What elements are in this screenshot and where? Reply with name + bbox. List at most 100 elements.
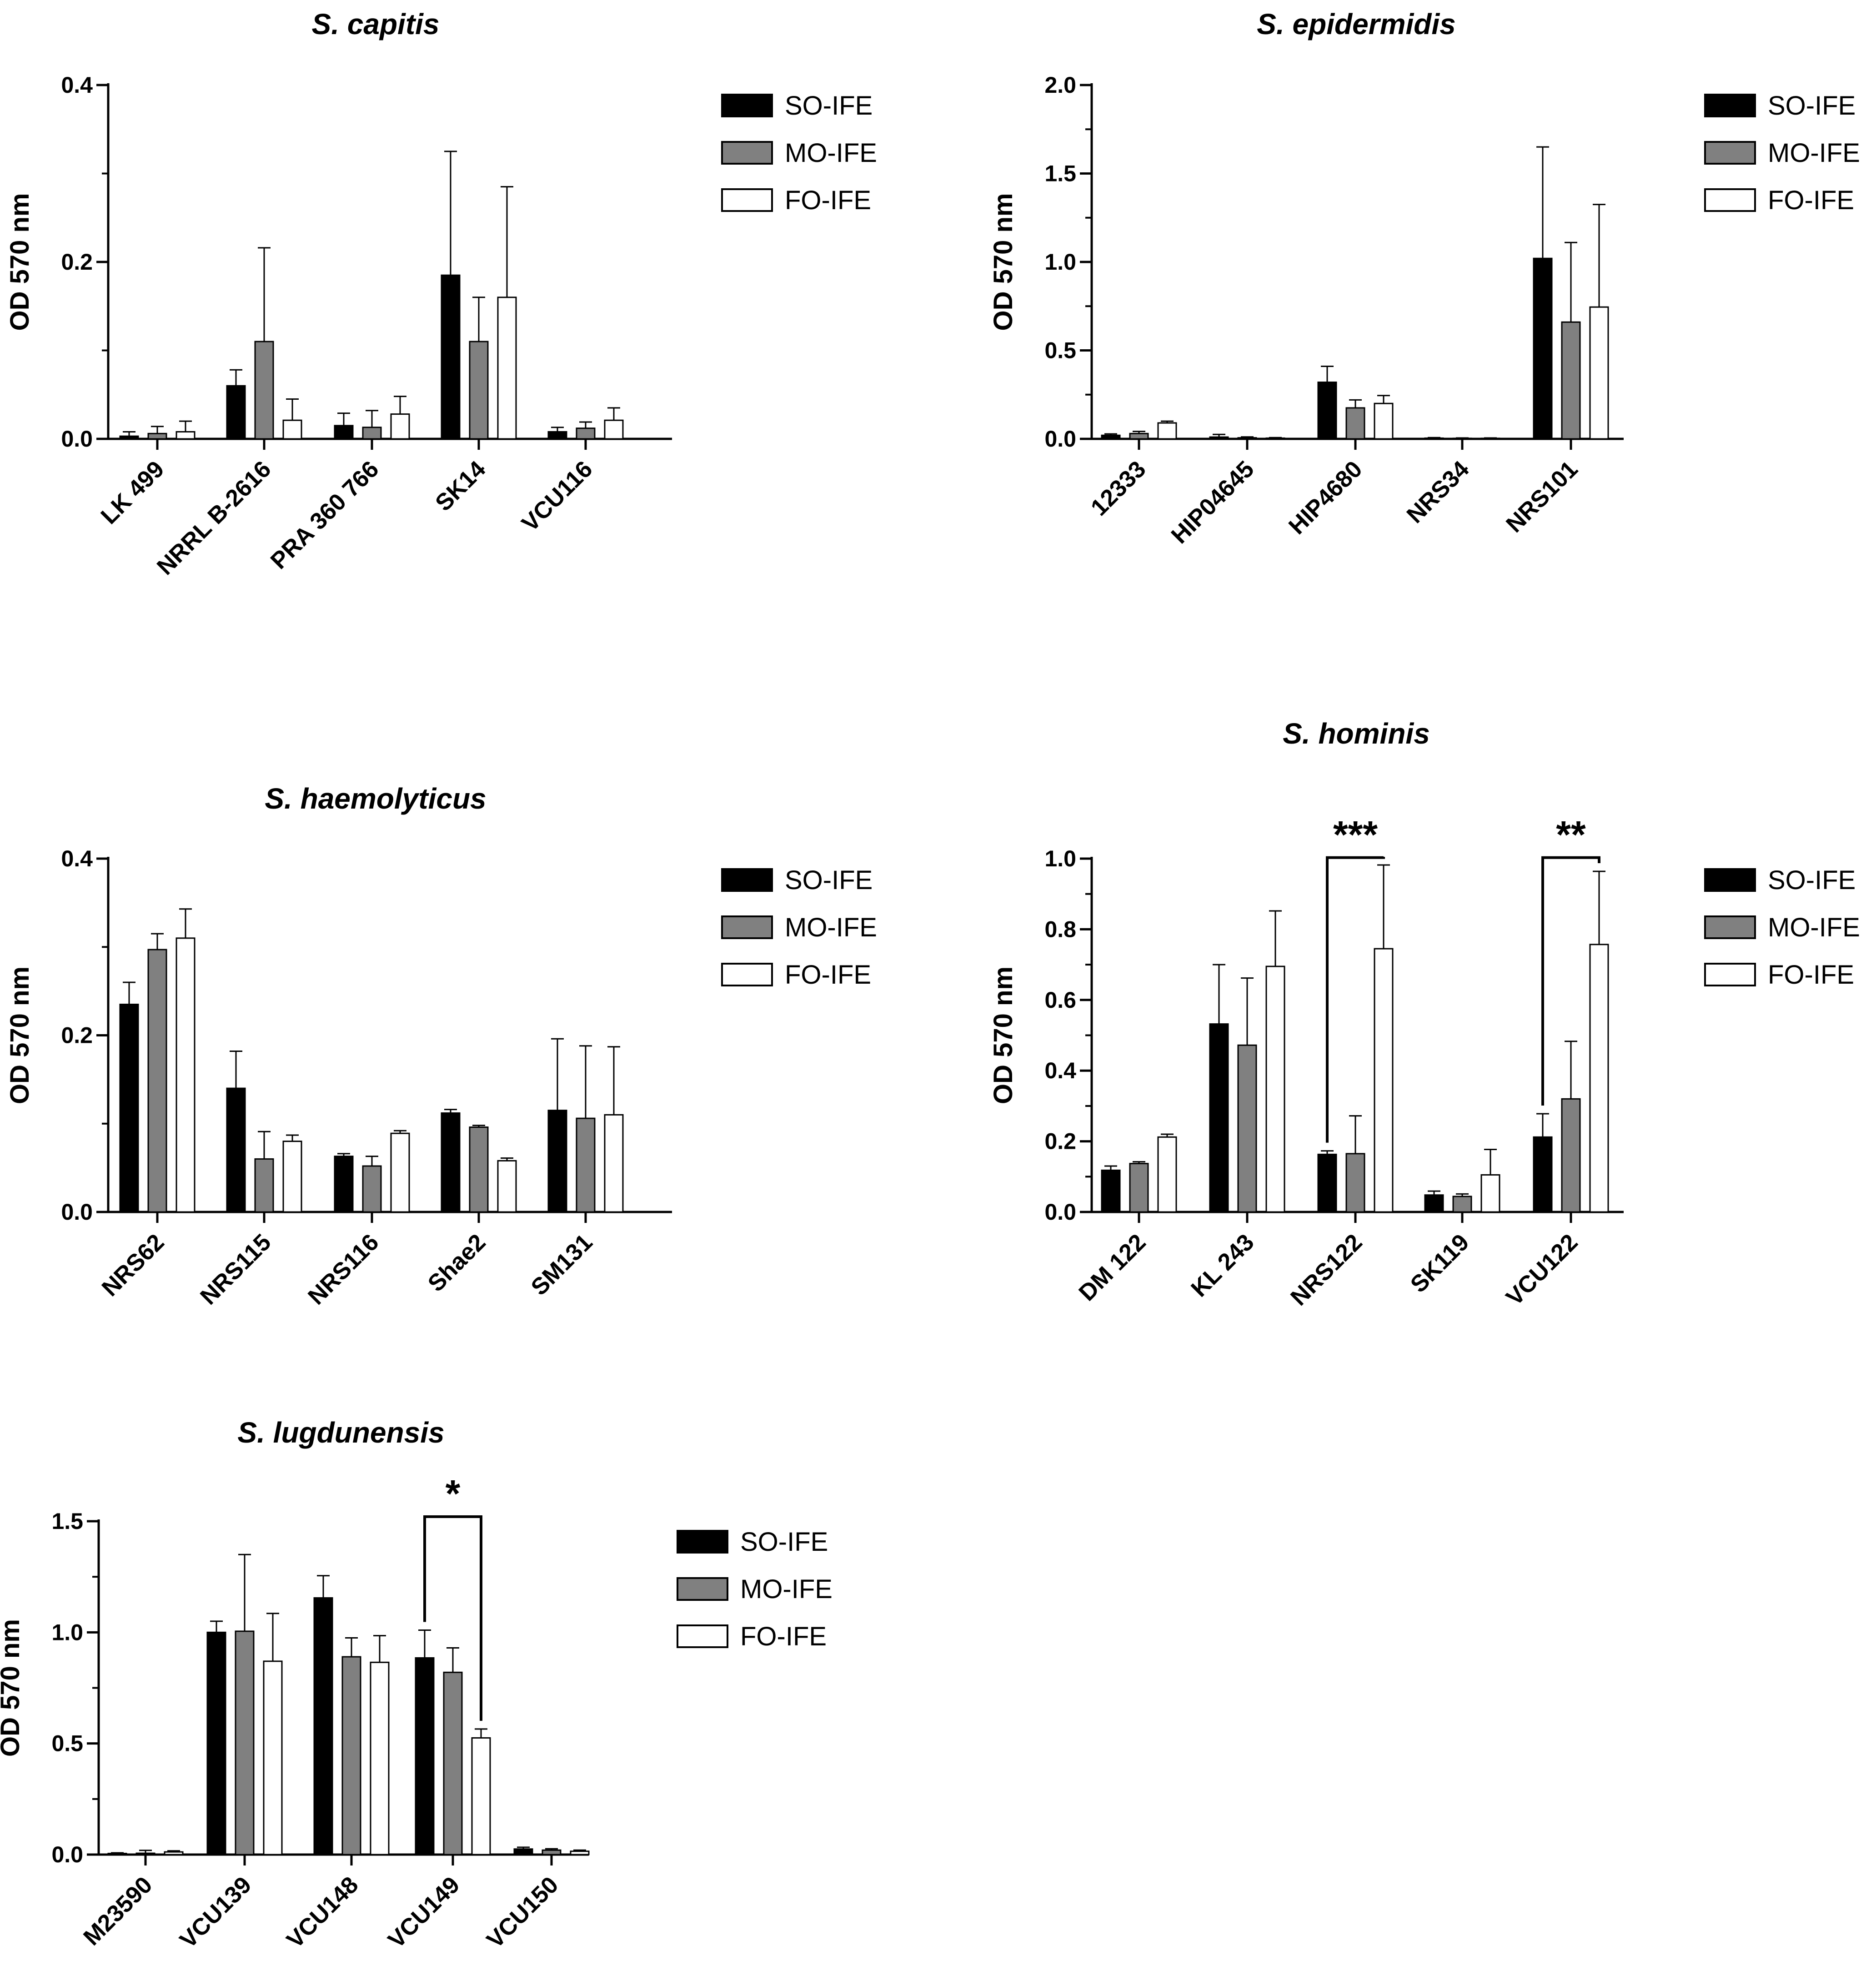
bar-mo-ife-vcu139 [235, 1630, 255, 1855]
bar-mo-ife-dm-122 [1129, 1163, 1149, 1213]
x-category-label-12333: 12333 [1086, 456, 1151, 521]
legend-swatch-fo-ife [721, 188, 773, 212]
bar-so-ife-pra-360-766 [334, 425, 354, 440]
legend-label-so-ife: SO-IFE [1768, 91, 1856, 121]
bar-so-ife-dm-122 [1101, 1169, 1121, 1213]
x-category-label-kl-243: KL 243 [1186, 1229, 1259, 1302]
bar-mo-ife-nrs116 [362, 1165, 382, 1213]
legend-label-mo-ife: MO-IFE [785, 138, 877, 168]
x-category-label-sm131: SM131 [526, 1229, 598, 1301]
bar-fo-ife-lk-499 [176, 431, 196, 440]
bar-so-ife-sm131 [547, 1110, 567, 1213]
bar-mo-ife-12333 [1129, 432, 1149, 440]
significance-bracket-vcu149 [423, 1515, 482, 1721]
legend-label-mo-ife: MO-IFE [1768, 138, 1860, 168]
y-tick-label: 0.0 [61, 1199, 93, 1225]
y-tick-label: 2.0 [1044, 72, 1076, 98]
y-tick-label: 0.8 [1044, 916, 1076, 942]
bar-fo-ife-kl-243 [1265, 965, 1285, 1213]
x-category-label-lk-499: LK 499 [96, 456, 170, 529]
bar-so-ife-nrs116 [334, 1156, 354, 1213]
legend-swatch-fo-ife [677, 1624, 728, 1648]
x-category-label-vcu148: VCU148 [281, 1871, 363, 1953]
legend-swatch-mo-ife [1704, 141, 1756, 165]
chart-title: S. capitis [312, 8, 440, 40]
bar-fo-ife-hip4680 [1374, 402, 1394, 440]
x-category-label-sk14: SK14 [430, 456, 491, 516]
bar-fo-ife-nrs122 [1374, 948, 1394, 1213]
bar-so-ife-vcu150 [513, 1848, 533, 1855]
bar-so-ife-hip4680 [1317, 382, 1337, 440]
legend-swatch-so-ife [1704, 94, 1756, 117]
x-category-label-nrs34: NRS34 [1402, 456, 1475, 528]
legend-swatch-so-ife [721, 94, 773, 117]
bar-mo-ife-vcu148 [341, 1656, 361, 1855]
bar-so-ife-vcu149 [415, 1657, 435, 1855]
x-category-label-nrrl-b-2616: NRRL B-2616 [152, 456, 276, 580]
bar-so-ife-m23590 [107, 1853, 127, 1855]
x-category-label-pra-360-766: PRA 360 766 [266, 456, 384, 574]
x-category-label-vcu149: VCU149 [383, 1871, 465, 1953]
legend-label-fo-ife: FO-IFE [785, 186, 871, 215]
panel-s-epidermidis: S. epidermidis OD 570 nm 0.0 0.5 1.0 1.5 2.0 12… [988, 8, 1860, 549]
x-category-label-vcu116: VCU116 [517, 456, 598, 537]
legend-label-so-ife: SO-IFE [1768, 865, 1856, 895]
bar-fo-ife-sm131 [604, 1114, 624, 1213]
significance-label-vcu122: ** [1556, 813, 1586, 856]
bar-mo-ife-hip04645 [1237, 437, 1257, 440]
y-tick-label: 0.0 [51, 1842, 83, 1867]
x-category-label-vcu122: VCU122 [1501, 1229, 1583, 1311]
bar-mo-ife-kl-243 [1237, 1044, 1257, 1213]
legend-label-so-ife: SO-IFE [785, 91, 873, 121]
legend-label-mo-ife: MO-IFE [785, 913, 877, 942]
panel-s-lugdunensis: S. lugdunensis OD 570 nm 0.0 0.5 1.0 1.5 M2359… [0, 1416, 833, 1953]
bar-so-ife-shae2 [441, 1112, 461, 1213]
y-tick-label: 0.2 [61, 1023, 93, 1048]
bar-fo-ife-m23590 [164, 1851, 184, 1855]
y-tick-label: 0.6 [1044, 987, 1076, 1013]
x-category-label-vcu139: VCU139 [175, 1871, 256, 1953]
chart-title: S. epidermidis [1257, 8, 1455, 40]
bar-mo-ife-lk-499 [147, 432, 167, 440]
bar-fo-ife-sk119 [1480, 1174, 1500, 1213]
y-tick-label: 0.5 [1044, 338, 1076, 363]
chart-title: S. lugdunensis [237, 1416, 444, 1449]
bar-mo-ife-nrs62 [147, 949, 167, 1213]
y-tick-label: 0.5 [51, 1731, 83, 1756]
bar-fo-ife-vcu122 [1589, 944, 1609, 1213]
legend-swatch-mo-ife [1704, 915, 1756, 939]
bar-fo-ife-12333 [1157, 422, 1177, 440]
bar-mo-ife-vcu122 [1561, 1098, 1581, 1213]
x-category-label-hip04645: HIP04645 [1166, 456, 1259, 549]
bar-mo-ife-sk119 [1452, 1196, 1472, 1213]
y-tick-label: 0.0 [61, 426, 93, 452]
panel-s-haemolyticus: S. haemolyticus OD 570 nm 0.0 0.2 0.4 NRS62 NR… [5, 782, 877, 1310]
x-category-label-nrs115: NRS115 [196, 1229, 276, 1310]
x-category-label-sk119: SK119 [1405, 1229, 1474, 1297]
legend-swatch-mo-ife [721, 141, 773, 165]
bar-fo-ife-nrs62 [176, 937, 196, 1213]
bar-fo-ife-nrs115 [282, 1141, 302, 1213]
y-axis-label: OD 570 nm [0, 1619, 25, 1757]
legend-swatch-so-ife [677, 1530, 728, 1554]
legend-label-fo-ife: FO-IFE [1768, 960, 1854, 990]
legend-label-fo-ife: FO-IFE [785, 960, 871, 990]
x-category-label-nrs122: NRS122 [1285, 1229, 1367, 1311]
bar-mo-ife-nrrl-b-2616 [254, 341, 274, 440]
bar-so-ife-vcu122 [1533, 1136, 1553, 1213]
bar-mo-ife-sk14 [469, 341, 489, 440]
significance-label-nrs122: *** [1333, 813, 1378, 856]
legend-swatch-mo-ife [721, 915, 773, 939]
bar-fo-ife-vcu150 [570, 1850, 590, 1855]
legend-label-fo-ife: FO-IFE [740, 1622, 827, 1651]
legend-swatch-fo-ife [1704, 963, 1756, 986]
y-tick-label: 1.5 [51, 1508, 83, 1534]
chart-title: S. haemolyticus [265, 782, 486, 815]
bar-so-ife-hip04645 [1209, 436, 1229, 440]
bar-so-ife-nrs62 [119, 1004, 139, 1213]
bar-mo-ife-nrs101 [1561, 321, 1581, 440]
bar-mo-ife-nrs122 [1345, 1153, 1365, 1213]
x-category-label-m23590: M23590 [79, 1871, 158, 1951]
y-tick-label: 0.4 [61, 72, 93, 98]
